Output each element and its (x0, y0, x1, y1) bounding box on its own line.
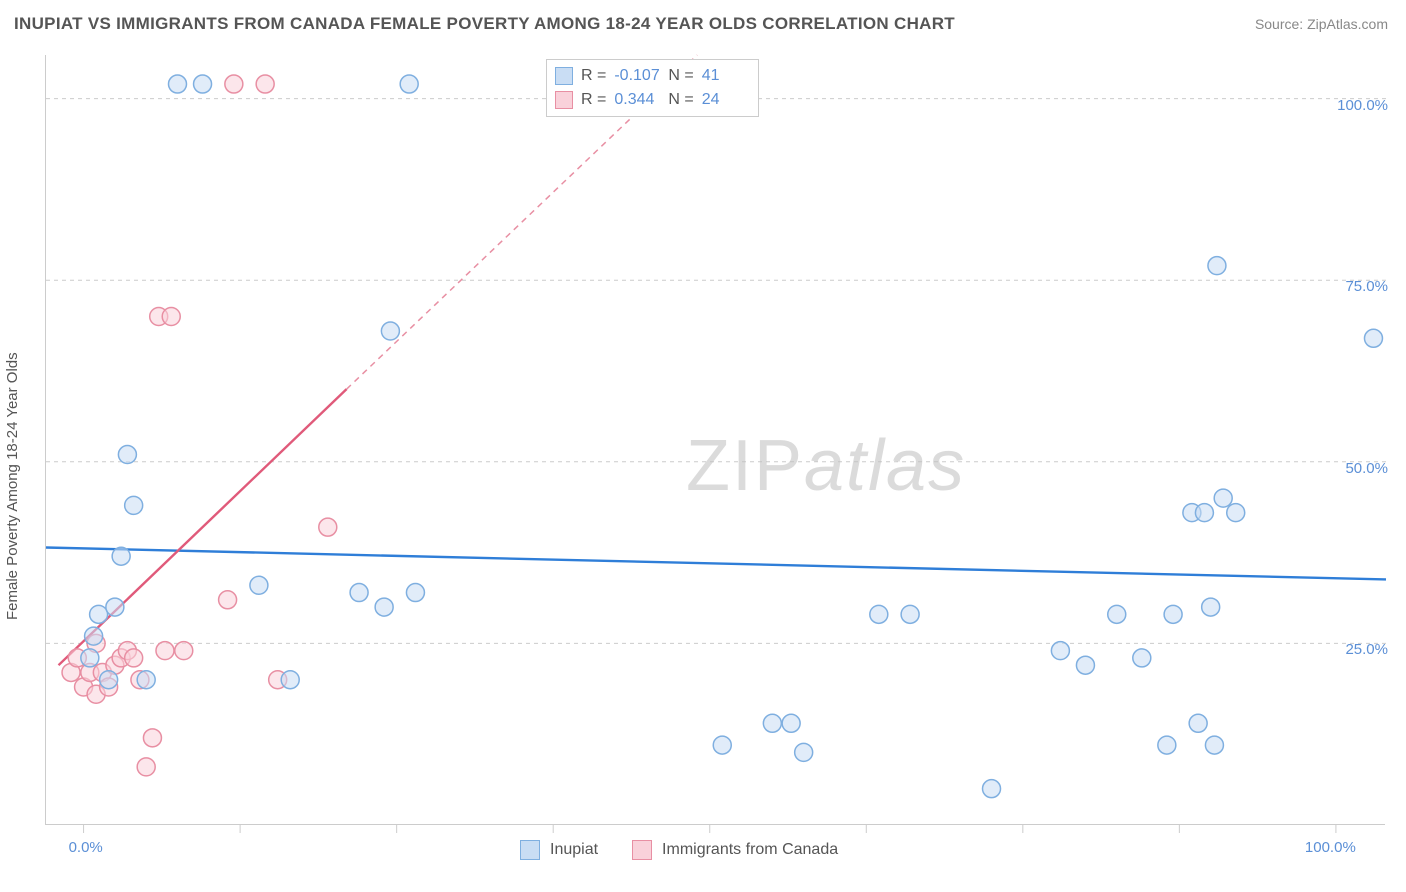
y-tick-label: 25.0% (1345, 641, 1388, 658)
y-tick-label: 100.0% (1337, 97, 1388, 114)
stats-row-b: R = 0.344 N = 24 (555, 88, 748, 112)
chart-title: INUPIAT VS IMMIGRANTS FROM CANADA FEMALE… (14, 14, 955, 34)
x-tick-label: 100.0% (1305, 839, 1356, 856)
chart-svg (46, 55, 1386, 825)
plot-area: ZIPatlas R = -0.107 N = 41 R = 0.344 N =… (45, 55, 1385, 825)
label-n2: N = (668, 88, 693, 112)
legend-swatch-b-icon (632, 840, 652, 860)
stat-b-r: 0.344 (614, 88, 660, 112)
swatch-a-icon (555, 67, 573, 85)
stat-a-r: -0.107 (614, 64, 660, 88)
stats-box: R = -0.107 N = 41 R = 0.344 N = 24 (546, 59, 759, 117)
legend-label-b: Immigrants from Canada (662, 841, 838, 859)
label-n: N = (668, 64, 693, 88)
stat-b-n: 24 (702, 88, 748, 112)
y-tick-label: 50.0% (1345, 460, 1388, 477)
legend-swatch-a-icon (520, 840, 540, 860)
bottom-legend: Inupiat Immigrants from Canada (520, 840, 838, 860)
swatch-b-icon (555, 91, 573, 109)
label-r: R = (581, 64, 606, 88)
label-r2: R = (581, 88, 606, 112)
y-tick-label: 75.0% (1345, 278, 1388, 295)
stats-row-a: R = -0.107 N = 41 (555, 64, 748, 88)
y-axis-title: Female Poverty Among 18-24 Year Olds (4, 352, 21, 620)
stat-a-n: 41 (702, 64, 748, 88)
x-tick-label: 0.0% (69, 839, 103, 856)
source-label: Source: ZipAtlas.com (1255, 16, 1388, 32)
legend-label-a: Inupiat (550, 841, 598, 859)
